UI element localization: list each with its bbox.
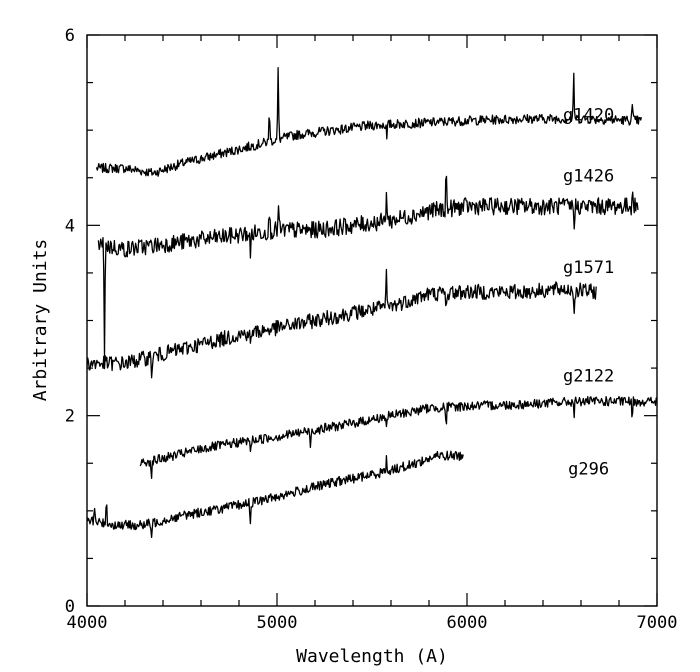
y-tick-label: 6	[65, 26, 75, 46]
x-tick-label: 6000	[447, 613, 488, 633]
spectrum-line-g1420	[95, 66, 643, 177]
spectrum-line-g1426	[97, 175, 639, 357]
spectrum-line-g296	[86, 450, 464, 539]
x-tick-label: 4000	[67, 613, 108, 633]
axis-ticks	[86, 34, 658, 607]
spectrum-lines	[86, 66, 658, 539]
x-axis-title: Wavelength (A)	[296, 646, 448, 667]
series-label-g296: g296	[568, 460, 609, 480]
series-label-g2122: g2122	[563, 366, 614, 386]
spectrum-line-g2122	[139, 395, 658, 479]
series-label-g1420: g1420	[563, 106, 614, 126]
series-label-g1571: g1571	[563, 258, 614, 278]
x-tick-label: 5000	[257, 613, 298, 633]
y-axis-title: Arbitrary Units	[30, 239, 51, 402]
y-tick-label: 4	[65, 216, 75, 236]
series-label-g1426: g1426	[563, 167, 614, 187]
x-tick-label: 7000	[637, 613, 678, 633]
axis-tick-labels: 4000 5000 6000 7000 0 2 4 6	[65, 26, 678, 633]
y-tick-label: 2	[65, 407, 75, 427]
spectrum-line-g1571	[86, 268, 597, 379]
series-labels: g1420 g1426 g1571 g2122 g296	[563, 106, 614, 480]
y-tick-label: 0	[65, 597, 75, 617]
